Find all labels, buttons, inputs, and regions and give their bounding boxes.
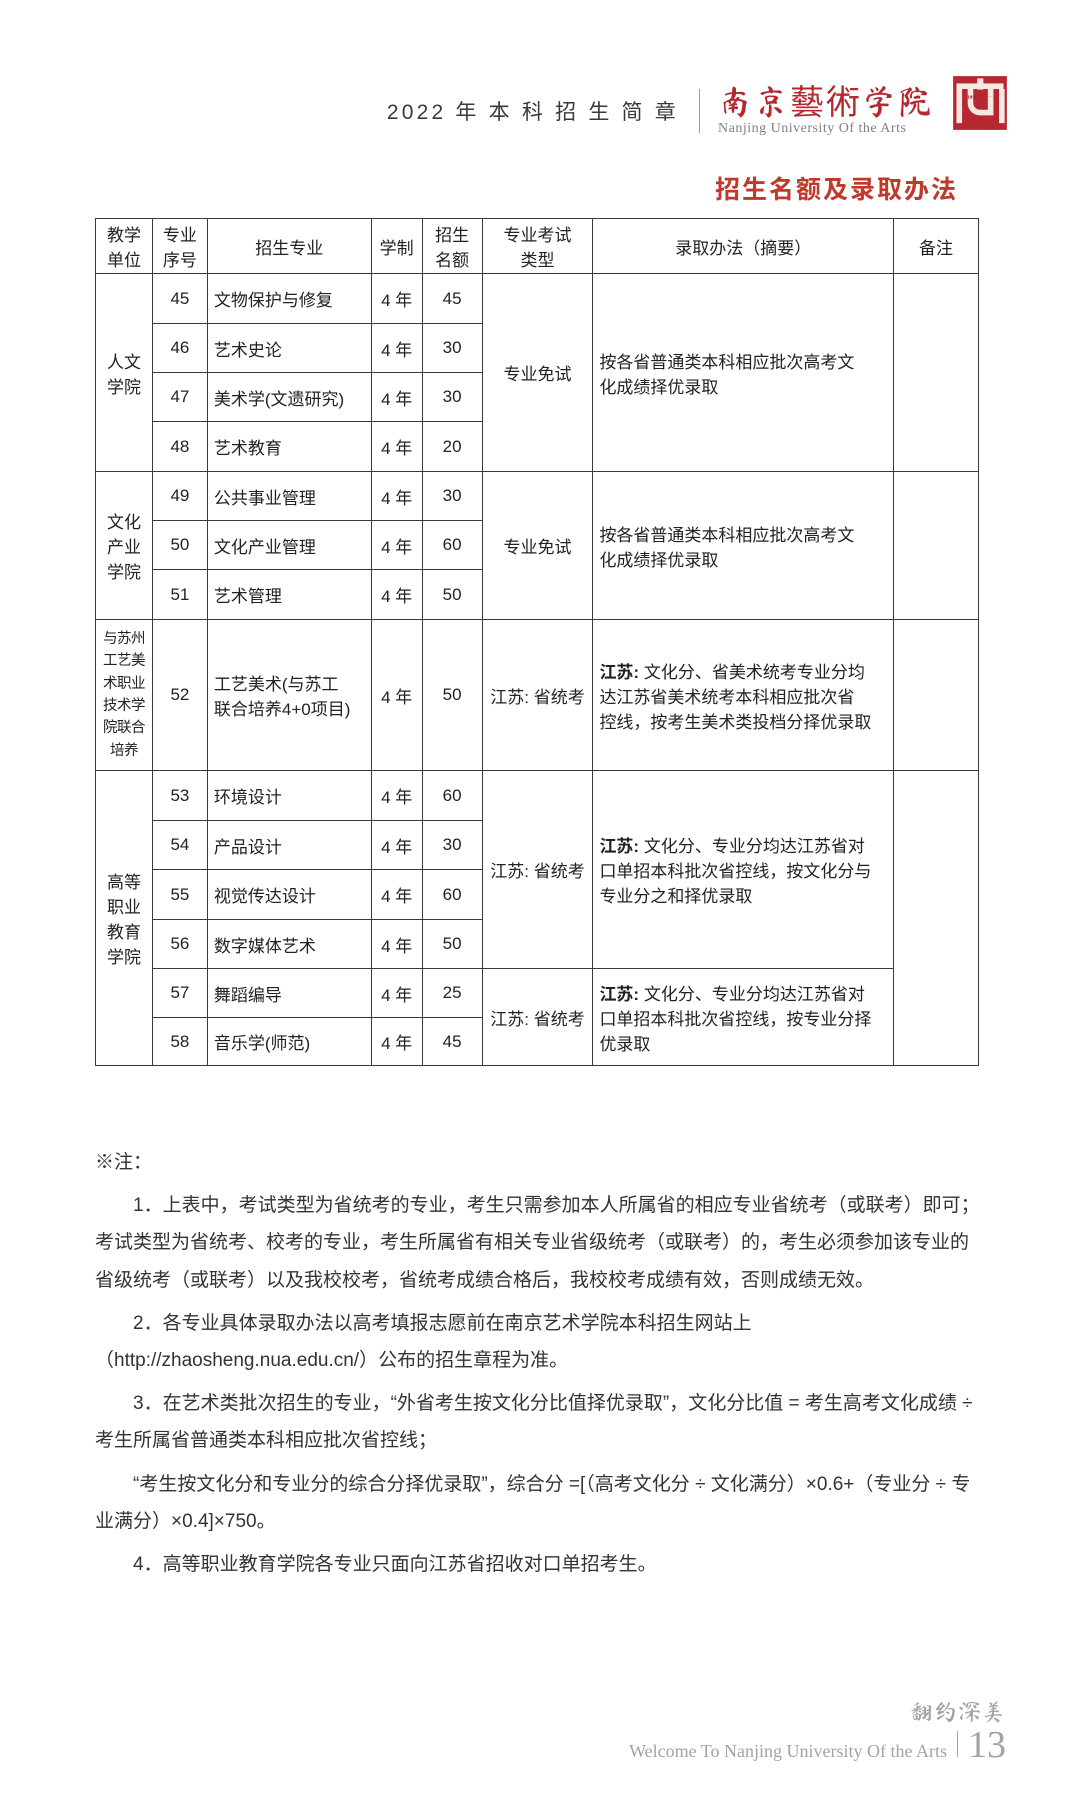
svg-text:1912: 1912: [967, 95, 978, 101]
